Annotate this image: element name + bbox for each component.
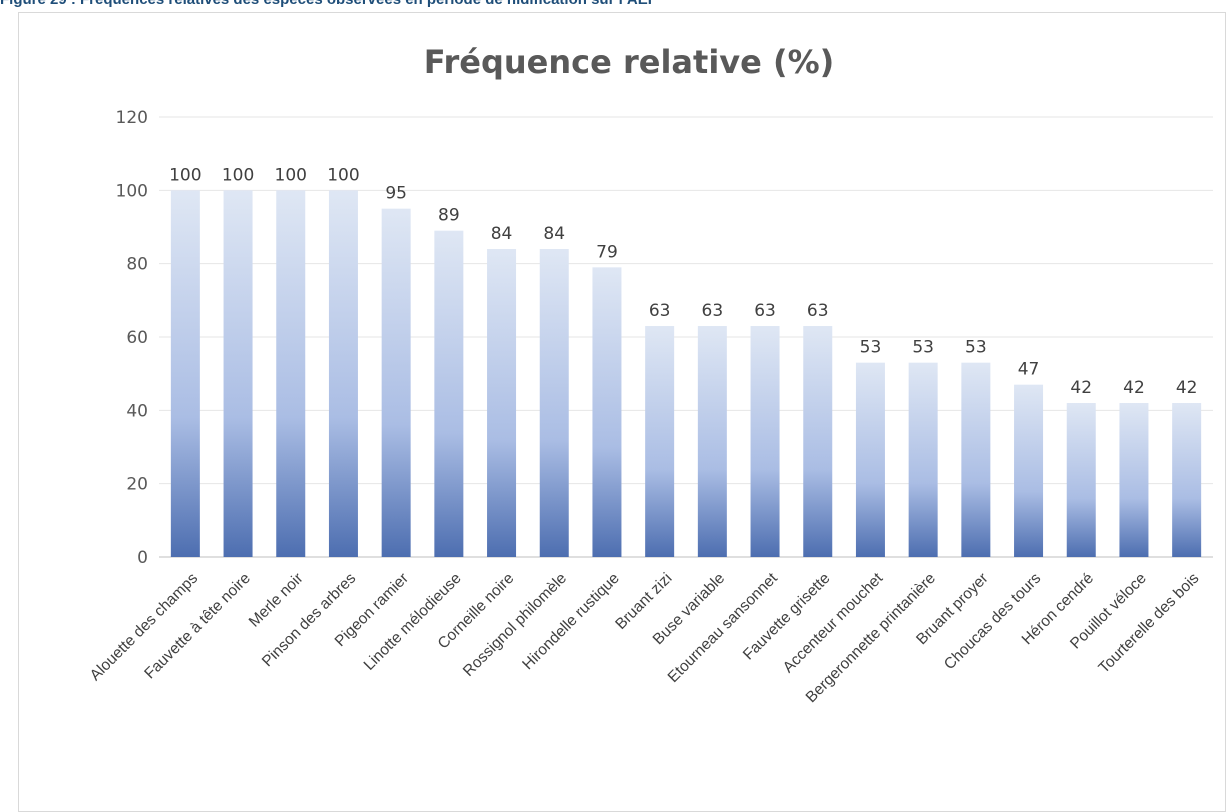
data-label: 42 bbox=[1176, 378, 1198, 398]
data-label: 79 bbox=[596, 242, 618, 262]
category-label: Linotte mélodieuse bbox=[361, 570, 465, 674]
bar bbox=[803, 326, 833, 557]
data-label: 53 bbox=[912, 338, 934, 358]
bar bbox=[908, 362, 938, 557]
data-label: 42 bbox=[1123, 378, 1145, 398]
bar bbox=[276, 190, 306, 558]
data-label: 100 bbox=[222, 165, 254, 185]
y-tick-label: 0 bbox=[137, 548, 148, 568]
bar bbox=[539, 249, 569, 557]
chart-title: Fréquence relative (%) bbox=[424, 43, 835, 81]
y-tick-label: 80 bbox=[126, 255, 148, 275]
figure-caption: Figure 29 : Fréquences relatives des esp… bbox=[0, 0, 1226, 11]
data-label: 89 bbox=[438, 206, 460, 226]
data-labels: 100 100 100 100 95 89 84 84 79 63 63 63 63 53 53 53 47 42… bbox=[169, 165, 1197, 398]
y-tick-label: 40 bbox=[126, 401, 148, 421]
category-label: Accenteur mouchet bbox=[780, 569, 887, 676]
bar bbox=[1066, 403, 1096, 557]
data-label: 100 bbox=[327, 165, 359, 185]
bar bbox=[1119, 403, 1149, 557]
bar bbox=[170, 190, 200, 558]
data-label: 100 bbox=[275, 165, 307, 185]
bar bbox=[645, 326, 675, 557]
gridlines bbox=[159, 116, 1213, 558]
data-label: 42 bbox=[1070, 378, 1092, 398]
category-label: Hirondelle rustique bbox=[519, 570, 622, 673]
data-label: 100 bbox=[169, 165, 201, 185]
y-axis-ticks: 0 20 40 60 80 100 120 bbox=[116, 108, 148, 568]
data-label: 53 bbox=[860, 338, 882, 358]
y-tick-label: 20 bbox=[126, 475, 148, 495]
bar bbox=[1172, 403, 1202, 557]
y-tick-label: 100 bbox=[116, 181, 148, 201]
data-label: 53 bbox=[965, 338, 987, 358]
category-label: Rossignol philomèle bbox=[460, 570, 570, 680]
bar bbox=[223, 190, 253, 558]
y-tick-label: 60 bbox=[126, 328, 148, 348]
bars bbox=[170, 190, 1202, 558]
bar bbox=[487, 249, 517, 557]
data-label: 63 bbox=[754, 301, 776, 321]
bar bbox=[1014, 384, 1044, 557]
bar-chart: Fréquence relative (%) 0 20 40 60 80 100 120 1… bbox=[87, 43, 1213, 706]
category-label: Tourterelle des bois bbox=[1095, 570, 1202, 677]
category-label: Choucas des tours bbox=[941, 570, 1045, 674]
data-label: 63 bbox=[702, 301, 724, 321]
data-label: 84 bbox=[543, 224, 565, 244]
bar bbox=[381, 208, 411, 557]
data-label: 63 bbox=[649, 301, 671, 321]
bar bbox=[592, 267, 622, 557]
bar bbox=[855, 362, 885, 557]
category-label: Pinson des arbres bbox=[259, 570, 360, 671]
bar bbox=[961, 362, 991, 557]
bar bbox=[328, 190, 358, 558]
y-tick-label: 120 bbox=[116, 108, 148, 128]
category-label: Fauvette à tête noire bbox=[141, 570, 254, 683]
bar bbox=[434, 230, 464, 557]
data-label: 95 bbox=[385, 184, 407, 204]
data-label: 63 bbox=[807, 301, 829, 321]
bar bbox=[750, 326, 780, 557]
chart-frame: Fréquence relative (%) 0 20 40 60 80 100 120 1… bbox=[18, 12, 1226, 812]
bar bbox=[697, 326, 727, 557]
data-label: 84 bbox=[491, 224, 513, 244]
data-label: 47 bbox=[1018, 360, 1040, 380]
